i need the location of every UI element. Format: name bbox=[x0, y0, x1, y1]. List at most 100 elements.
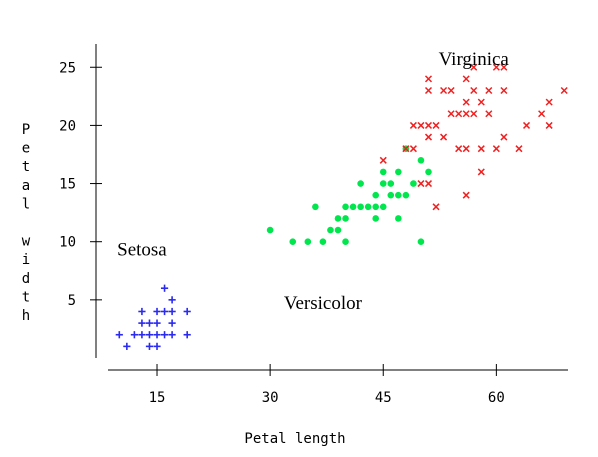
x-axis-label: Petal length bbox=[244, 431, 345, 447]
y-tick-label: 15 bbox=[59, 177, 76, 193]
virginica-point bbox=[455, 145, 463, 153]
virginica-point bbox=[440, 86, 448, 95]
setosa-point bbox=[168, 331, 176, 339]
versicolor-point bbox=[395, 168, 402, 176]
virginica-point bbox=[492, 145, 500, 153]
versicolor-point bbox=[402, 191, 410, 199]
y-tick-label: 5 bbox=[68, 293, 76, 309]
versicolor-point bbox=[372, 191, 380, 199]
virginica-point bbox=[500, 86, 508, 95]
versicolor-point bbox=[334, 215, 342, 222]
y-axis-label-char: e bbox=[22, 141, 30, 157]
annotations: Setosa Versicolor Virginica bbox=[117, 49, 509, 314]
versicolor-point bbox=[372, 203, 380, 211]
y-axis-label-char: h bbox=[22, 308, 30, 324]
setosa-point bbox=[153, 342, 161, 350]
setosa-point bbox=[168, 307, 176, 316]
setosa-point bbox=[145, 342, 154, 350]
x-tick-label: 15 bbox=[149, 390, 166, 406]
versicolor-point bbox=[410, 180, 417, 187]
x-tick-label: 30 bbox=[262, 390, 279, 406]
virginica-point bbox=[477, 98, 485, 106]
setosa-point bbox=[115, 331, 123, 339]
setosa-point bbox=[138, 319, 146, 327]
versicolor-point bbox=[387, 180, 395, 187]
virginica-point bbox=[417, 121, 425, 129]
versicolor-point bbox=[395, 191, 402, 199]
versicolor-point bbox=[372, 215, 380, 222]
y-axis-label-char: d bbox=[22, 271, 30, 287]
virginica-point bbox=[500, 133, 508, 141]
versicolor-point bbox=[417, 238, 425, 246]
versicolor-point bbox=[319, 238, 327, 246]
virginica-point bbox=[424, 75, 433, 83]
virginica-point bbox=[432, 121, 440, 129]
setosa-point bbox=[153, 307, 161, 316]
versicolor-point bbox=[417, 156, 425, 164]
versicolor-point bbox=[289, 238, 297, 246]
setosa-point bbox=[145, 319, 154, 327]
versicolor-point bbox=[364, 203, 372, 211]
versicolor-point bbox=[304, 238, 312, 246]
virginica-point bbox=[485, 86, 493, 95]
versicolor-point bbox=[425, 168, 432, 176]
setosa-point bbox=[153, 319, 161, 327]
versicolor-point bbox=[312, 203, 319, 211]
versicolor-point bbox=[342, 238, 349, 246]
axes bbox=[95, 44, 568, 371]
setosa-point bbox=[160, 331, 169, 339]
virginica-point bbox=[500, 63, 508, 71]
virginica-point bbox=[409, 145, 417, 153]
virginica-point bbox=[379, 156, 387, 164]
virginica-point bbox=[424, 133, 433, 141]
versicolor-point bbox=[349, 203, 357, 211]
cluster-label-versicolor: Versicolor bbox=[284, 293, 363, 314]
setosa-point bbox=[138, 331, 146, 339]
setosa-point bbox=[123, 342, 131, 350]
virginica-point bbox=[409, 121, 417, 129]
virginica-point bbox=[515, 145, 523, 153]
y-tick-label: 10 bbox=[59, 235, 76, 251]
virginica-point bbox=[462, 145, 470, 153]
versicolor-point bbox=[334, 226, 342, 234]
virginica-point bbox=[470, 110, 478, 118]
y-axis-label-char: w bbox=[22, 234, 31, 250]
virginica-point bbox=[545, 98, 553, 106]
y-tick-label: 20 bbox=[59, 118, 76, 134]
cluster-label-virginica: Virginica bbox=[439, 49, 510, 70]
y-axis-label-char: l bbox=[22, 196, 30, 212]
virginica-point bbox=[424, 121, 433, 129]
y-axis-label-char: t bbox=[22, 159, 30, 175]
virginica-point bbox=[440, 133, 448, 141]
versicolor-point bbox=[357, 203, 364, 211]
y-tick-label: 25 bbox=[59, 60, 76, 76]
virginica-point bbox=[462, 191, 470, 199]
x-tick-label: 45 bbox=[375, 390, 392, 406]
versicolor-point bbox=[342, 215, 349, 222]
virginica-point bbox=[560, 86, 568, 95]
virginica-point bbox=[455, 110, 463, 118]
y-axis-label-char: i bbox=[22, 252, 30, 268]
versicolor-point bbox=[266, 226, 274, 234]
virginica-point bbox=[424, 180, 433, 188]
setosa-point bbox=[160, 284, 169, 292]
setosa-point bbox=[168, 319, 176, 327]
setosa-point bbox=[183, 307, 191, 316]
y-axis-label-char: P bbox=[22, 122, 30, 138]
ticks: 15 30 45 60 5 10 15 20 25 bbox=[59, 60, 505, 406]
setosa-point bbox=[183, 331, 191, 339]
setosa-point bbox=[160, 307, 169, 316]
virginica-point bbox=[447, 110, 455, 118]
virginica-point bbox=[545, 121, 553, 129]
y-axis-label-char: a bbox=[22, 178, 30, 194]
virginica-point bbox=[432, 203, 440, 211]
versicolor-point bbox=[357, 180, 364, 187]
y-axis-label-char: t bbox=[22, 289, 30, 305]
virginica-point bbox=[462, 75, 470, 83]
virginica-point bbox=[470, 63, 478, 71]
virginica-point bbox=[485, 110, 493, 118]
versicolor-point bbox=[342, 203, 349, 211]
virginica-point bbox=[477, 168, 485, 176]
